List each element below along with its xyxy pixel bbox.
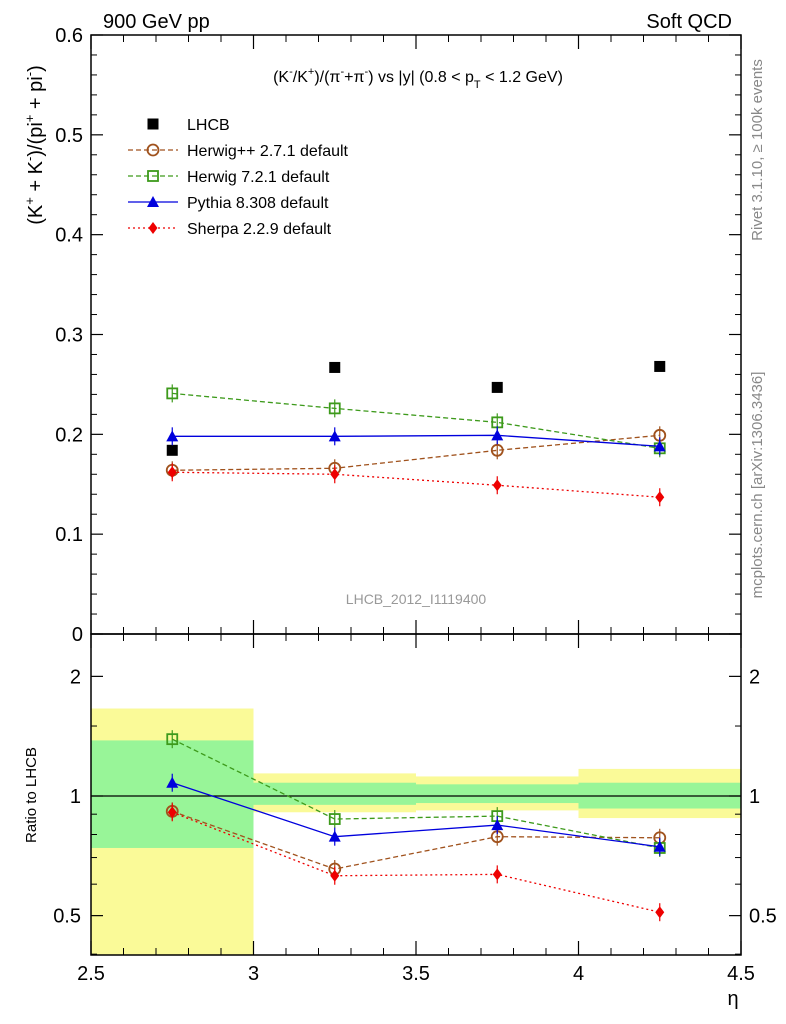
legend-entry: LHCB: [147, 117, 230, 134]
ratio-series-line: [172, 782, 660, 848]
ratio-point: [328, 813, 341, 825]
y-tick-label: 0.6: [55, 25, 83, 47]
ratio-point: [491, 819, 504, 831]
legend-marker: [148, 222, 158, 234]
legend-entry: Herwig 7.2.1 default: [128, 169, 330, 186]
y-tick-label: 0: [72, 624, 83, 646]
y-tick-label: 0.5: [55, 125, 83, 147]
data-point: [328, 402, 341, 415]
ratio-series-line: [172, 811, 660, 913]
ratio-point: [330, 869, 340, 882]
ratio-series-line: [172, 810, 660, 870]
ratio-series-2: [166, 773, 666, 856]
header-right: Soft QCD: [646, 11, 732, 33]
x-tick-label: 4: [573, 963, 584, 985]
y-tick-label: 0.3: [55, 325, 83, 347]
data-point: [492, 479, 502, 492]
legend-label: Pythia 8.308 default: [187, 195, 329, 212]
series-line: [172, 471, 660, 498]
ratio-band-inner: [253, 782, 416, 805]
x-tick-label: 2.5: [77, 963, 105, 985]
legend-marker: [147, 118, 159, 130]
data-point: [655, 491, 665, 504]
x-axis-label: η: [727, 988, 738, 1010]
ratio-point: [655, 906, 665, 919]
data-point: [490, 443, 504, 457]
ratio-y-tick-label: 2: [70, 666, 81, 688]
legend-entry: Sherpa 2.2.9 default: [128, 221, 332, 238]
ratio-point: [166, 733, 179, 746]
legend-label: Herwig 7.2.1 default: [187, 169, 330, 186]
ratio-point: [653, 840, 666, 852]
ratio-point: [328, 830, 341, 842]
series-line: [172, 392, 660, 449]
data-point: [491, 429, 504, 441]
ratio-y-tick-label: 0.5: [53, 906, 81, 928]
data-point: [491, 381, 503, 393]
x-tick-label: 3: [248, 963, 259, 985]
data-point: [328, 430, 341, 442]
series-line: [172, 434, 660, 447]
data-point: [166, 444, 178, 456]
ratio-series-line: [171, 738, 660, 849]
x-tick-label: 4.5: [727, 963, 755, 985]
data-point: [329, 361, 341, 373]
analysis-watermark: LHCB_2012_I1119400: [346, 591, 487, 607]
y-axis-label: (K+ + K-)/(pi+ + pi-): [22, 65, 47, 225]
y-tick-label: 0.1: [55, 524, 83, 546]
series-2: [166, 384, 666, 458]
series-3: [166, 426, 666, 456]
ratio-point: [166, 776, 179, 788]
ratio-series-3: [167, 803, 665, 922]
y-tick-label: 0.4: [55, 225, 83, 247]
ratio-band-inner: [416, 784, 579, 804]
legend-label: Sherpa 2.2.9 default: [187, 221, 332, 238]
x-tick-label: 3.5: [402, 963, 430, 985]
data-point: [330, 468, 340, 481]
data-point: [653, 440, 666, 452]
ratio-point: [167, 806, 177, 819]
data-point: [167, 466, 177, 479]
header-left: 900 GeV pp: [103, 11, 210, 33]
legend-label: Herwig++ 2.7.1 default: [187, 143, 349, 160]
rivet-label: Rivet 3.1.10, ≥ 100k events: [749, 59, 766, 241]
y-tick-label: 0.2: [55, 424, 83, 446]
ratio-y-axis-label: Ratio to LHCB: [23, 747, 40, 843]
legend-entry: Herwig++ 2.7.1 default: [128, 143, 349, 160]
data-point: [166, 387, 179, 400]
ratio-y-tick-label-right: 1: [749, 786, 760, 808]
legend-marker: [146, 143, 160, 157]
legend-marker: [147, 170, 159, 182]
series-0: [166, 360, 666, 456]
legend-entry: Pythia 8.308 default: [128, 195, 329, 212]
mcplots-label: mcplots.cern.ch [arXiv:1306.3436]: [749, 372, 766, 599]
series-line: [172, 434, 660, 471]
ratio-point: [492, 868, 502, 881]
data-point: [654, 360, 666, 372]
series-4: [167, 463, 665, 507]
ratio-y-tick-label-right: 2: [749, 666, 760, 688]
ratio-y-tick-label-right: 0.5: [749, 906, 777, 928]
legend-label: LHCB: [187, 117, 230, 134]
data-point: [166, 430, 179, 442]
series-1: [165, 426, 667, 480]
ratio-y-tick-label: 1: [70, 786, 81, 808]
plot-title: (K-/K+)/(π-+π-) vs |y| (0.8 < pT < 1.2 G…: [273, 66, 563, 91]
legend-marker: [147, 196, 159, 207]
